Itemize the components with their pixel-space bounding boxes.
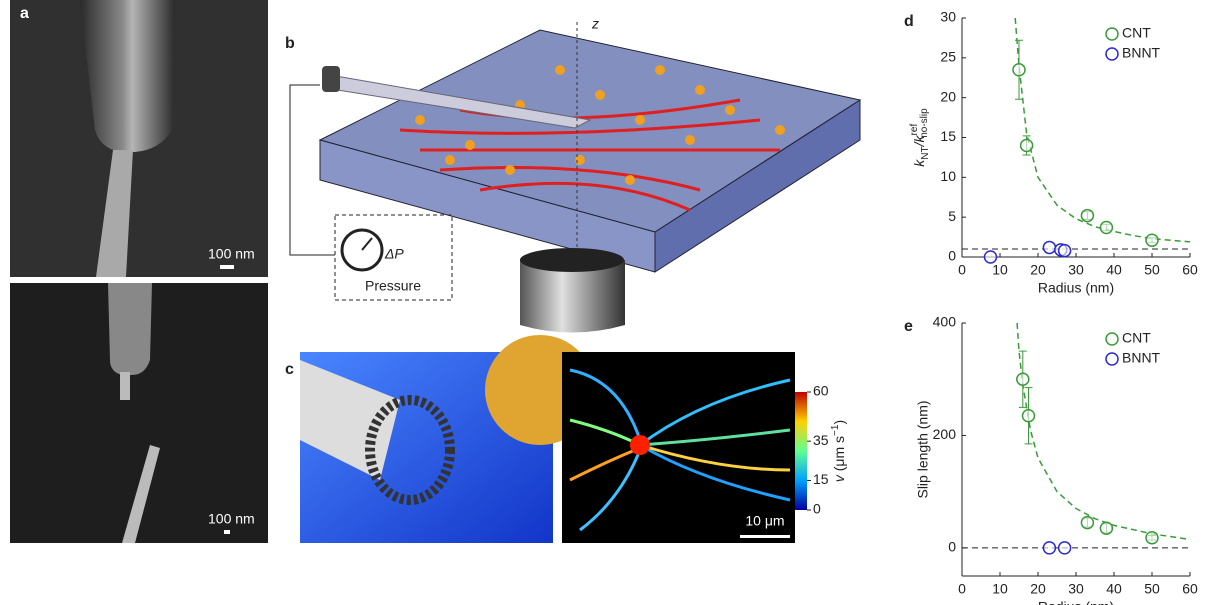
scale-bar (220, 265, 234, 269)
pressure-symbol: ΔP (384, 246, 404, 262)
x-axis-label: Radius (nm) (1038, 599, 1114, 605)
pipette (108, 283, 152, 375)
x-axis-label: Radius (nm) (1038, 280, 1114, 296)
colorbar (795, 392, 807, 510)
scale-bar (224, 530, 230, 534)
panel-label: d (904, 13, 914, 30)
data-point (985, 251, 997, 263)
y-tick-label: 25 (940, 49, 956, 65)
y-axis-label: Slip length (nm) (915, 400, 931, 498)
x-tick-label: 30 (1068, 581, 1084, 597)
scale-bar (740, 535, 790, 538)
colorbar-tick-label: 35 (813, 432, 829, 448)
hotspot (630, 435, 650, 455)
y-tick-label: 0 (948, 539, 956, 555)
panel-label: a (20, 5, 29, 22)
y-axis-label: kNT/krefno-slip (909, 108, 931, 167)
data-point (1017, 373, 1029, 385)
label-part: no-slip (919, 108, 930, 138)
legend-label: CNT (1122, 25, 1151, 41)
y-tick-label: 0 (948, 248, 956, 264)
y-tick-label: 400 (933, 314, 957, 330)
x-tick-label: 0 (958, 581, 966, 597)
label-part: NT (920, 146, 931, 159)
figure: a 100 nm 100 nm b z ΔP Pressure (0, 0, 1211, 605)
scale-bar-label: 100 nm (208, 511, 255, 527)
data-point (1021, 139, 1033, 151)
label-part: −1 (830, 424, 841, 436)
x-tick-label: 30 (1068, 262, 1084, 278)
nanotube (120, 372, 130, 400)
data-point (1081, 517, 1093, 529)
label-part: (μm s (831, 436, 847, 475)
panel-b: b z ΔP Pressure (285, 16, 860, 333)
objective-lens (520, 248, 624, 272)
x-tick-label: 20 (1030, 262, 1046, 278)
y-tick-label: 10 (940, 168, 956, 184)
y-tick-label: 5 (948, 208, 956, 224)
legend-marker (1106, 333, 1118, 345)
x-tick-label: 10 (992, 262, 1008, 278)
data-point (1013, 64, 1025, 76)
holder (322, 66, 340, 92)
legend-label: BNNT (1122, 350, 1161, 366)
data-point (1146, 532, 1158, 544)
legend-label: CNT (1122, 330, 1151, 346)
data-point (1059, 245, 1071, 257)
data-point (1059, 542, 1071, 554)
data-point (1043, 542, 1055, 554)
y-tick-label: 20 (940, 88, 956, 104)
panel-label: c (285, 361, 294, 378)
panel-label: b (285, 35, 295, 52)
data-point (1146, 234, 1158, 246)
colorbar-ticks: 0 15 35 60 (807, 383, 829, 517)
y-tick-label: 15 (940, 128, 956, 144)
y-tick-label: 30 (940, 9, 956, 25)
x-tick-label: 20 (1030, 581, 1046, 597)
colorbar-label: v (μm s−1) (830, 420, 847, 482)
fit-curve (1015, 18, 1190, 242)
panel-c: c 10 μm 0 15 35 60 v (μm s−1) (285, 335, 847, 543)
scale-bar-label: 10 μm (745, 513, 784, 529)
x-tick-label: 50 (1144, 262, 1160, 278)
x-tick-label: 40 (1106, 262, 1122, 278)
fit-curve (1017, 323, 1190, 539)
legend-marker (1106, 48, 1118, 60)
legend-label: BNNT (1122, 45, 1161, 61)
x-tick-label: 0 (958, 262, 966, 278)
legend-marker (1106, 353, 1118, 365)
label-part: ) (831, 420, 847, 425)
colorbar-tick-label: 0 (813, 501, 821, 517)
x-tick-label: 60 (1182, 262, 1198, 278)
x-tick-label: 40 (1106, 581, 1122, 597)
axis-label: z (591, 16, 599, 32)
legend-marker (1106, 28, 1118, 40)
panel-label: e (904, 318, 913, 335)
data-point (1081, 210, 1093, 222)
data-point (1023, 410, 1035, 422)
scale-bar-label: 100 nm (208, 246, 255, 262)
data-point (1100, 222, 1112, 234)
pressure-label: Pressure (365, 278, 421, 294)
x-tick-label: 10 (992, 581, 1008, 597)
colorbar-tick-label: 15 (813, 471, 829, 487)
data-point (1043, 241, 1055, 253)
x-tick-label: 50 (1144, 581, 1160, 597)
panel-a: a 100 nm 100 nm (10, 0, 268, 543)
y-tick-label: 200 (933, 426, 957, 442)
colorbar-tick-label: 60 (813, 383, 829, 399)
x-tick-label: 60 (1182, 581, 1198, 597)
data-point (1100, 522, 1112, 534)
